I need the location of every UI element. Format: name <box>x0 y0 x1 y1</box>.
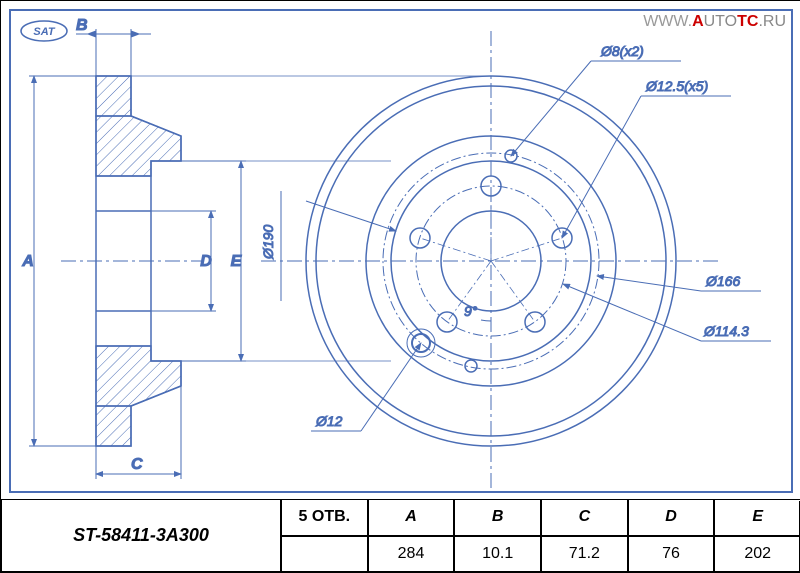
table-header-row: 5 OTB. A B C D E <box>281 499 800 536</box>
empty-cell <box>281 536 368 573</box>
svg-text:C: C <box>131 456 143 473</box>
dimension-table: 5 OTB. A B C D E 284 10.1 71.2 76 202 <box>281 499 800 572</box>
header-D: D <box>628 499 715 536</box>
holes-count: 5 <box>299 508 308 525</box>
value-C: 71.2 <box>541 536 628 573</box>
svg-text:Ø12: Ø12 <box>315 413 343 429</box>
drawing-area: SAT WWW.AUTOTC.RU <box>1 1 800 501</box>
svg-text:Ø12.5(x5): Ø12.5(x5) <box>645 78 708 94</box>
value-A: 284 <box>368 536 455 573</box>
holes-cell: 5 OTB. <box>281 499 368 536</box>
part-number: ST-58411-3A300 <box>73 525 209 546</box>
svg-text:Ø114.3: Ø114.3 <box>703 323 749 339</box>
svg-text:9°: 9° <box>464 303 478 319</box>
svg-text:Ø8(x2): Ø8(x2) <box>600 43 644 59</box>
svg-text:A: A <box>21 253 34 270</box>
svg-text:B: B <box>76 17 88 34</box>
technical-drawing: A B C D <box>1 1 800 501</box>
side-view <box>61 76 201 446</box>
svg-text:D: D <box>200 253 212 270</box>
value-B: 10.1 <box>454 536 541 573</box>
header-E: E <box>714 499 800 536</box>
holes-label: OTB. <box>312 508 350 525</box>
diagram-container: SAT WWW.AUTOTC.RU <box>0 0 800 573</box>
table-value-row: 284 10.1 71.2 76 202 <box>281 536 800 573</box>
svg-text:Ø166: Ø166 <box>705 273 740 289</box>
value-E: 202 <box>714 536 800 573</box>
header-C: C <box>541 499 628 536</box>
header-A: A <box>368 499 455 536</box>
header-B: B <box>454 499 541 536</box>
value-D: 76 <box>628 536 715 573</box>
svg-text:E: E <box>231 253 243 270</box>
svg-text:Ø190: Ø190 <box>260 225 276 260</box>
part-number-cell: ST-58411-3A300 <box>1 499 281 572</box>
bottom-bar: ST-58411-3A300 5 OTB. A B C D E 284 10.1… <box>1 499 800 572</box>
